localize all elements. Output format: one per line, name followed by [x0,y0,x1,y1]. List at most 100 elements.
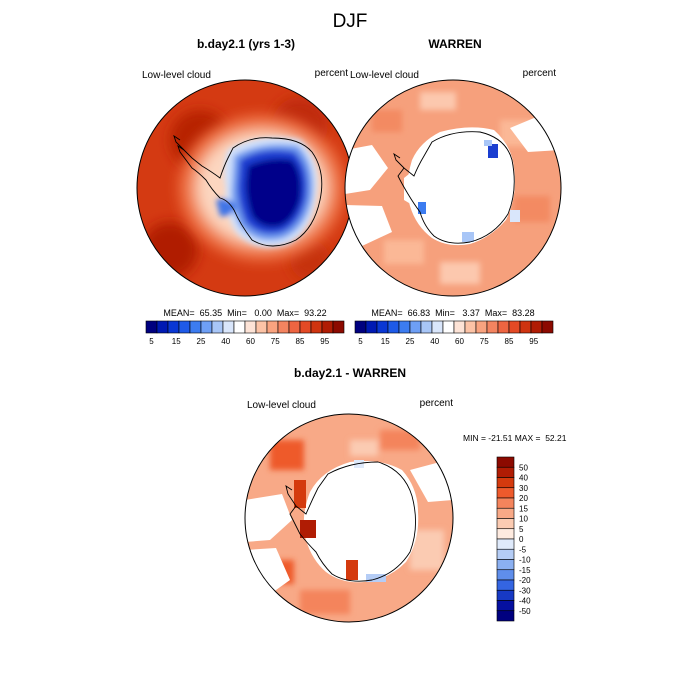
panel-a-colorbar-swatch [310,320,323,334]
panel-a-colorbar-tick-label: 5 [149,337,154,346]
panel-c-colorbar-swatch [496,528,515,540]
panel-c-colorbar-swatch [496,477,515,489]
panel-a-colorbar-swatch [255,320,268,334]
panel-a-colorbar-tick-label: 60 [246,337,255,346]
panel-a-colorbar: 5 15 25 40 60 75 85 95 [145,320,345,346]
panel-a-colorbar-swatch [156,320,169,334]
panel-b-colorbar-tick-label: 5 [358,337,363,346]
panel-c-map-border [244,413,454,623]
panel-a-colorbar-tick-label: 25 [197,337,206,346]
panel-a-colorbar-swatch [167,320,180,334]
panel-c-title: b.day2.1 - WARREN [294,366,406,380]
panel-c-colorbar-tick-label: -40 [519,597,531,606]
panel-b-colorbar-swatch [365,320,378,334]
panel-b-colorbar-swatch [420,320,433,334]
panel-c-colorbar-tick-label: 0 [519,535,524,544]
panel-b-colorbar-swatch [387,320,400,334]
panel-b-colorbar-tick-label: 40 [430,337,439,346]
panel-c-colorbar-tick-label: -10 [519,556,531,565]
panel-c-colorbar-swatch [496,466,515,478]
panel-c-colorbar-swatch [496,497,515,509]
panel-a-colorbar-swatch [200,320,213,334]
panel-b-colorbar-swatch [409,320,422,334]
panel-b-colorbar-swatch [398,320,411,334]
panel-a-map [137,80,353,296]
panel-c-colorbar-swatch [496,456,515,468]
panel-c-colorbar-swatch [496,518,515,530]
panel-a-colorbar-tick-label: 15 [172,337,181,346]
figure-title: DJF [333,11,368,32]
panel-c-colorbar-swatch [496,600,515,612]
panel-a-colorbar-swatch [288,320,301,334]
panel-c-colorbar-swatch [496,569,515,581]
panel-a-colorbar-swatch [222,320,235,334]
panel-a-colorbar-swatch [277,320,290,334]
panel-a-stats: MEAN= 65.35 Min= 0.00 Max= 93.22 [163,308,326,318]
panel-c-colorbar-swatch [496,579,515,591]
panel-a-colorbar-swatch [145,320,158,334]
panel-b-colorbar-tick-label: 60 [455,337,464,346]
panel-b-colorbar-swatch [354,320,367,334]
panel-a-title: b.day2.1 (yrs 1-3) [197,37,295,51]
panel-c-colorbar-tick-label: 30 [519,484,528,493]
panel-c-colorbar-tick-label: 50 [519,463,528,472]
panel-c-colorbar-swatch [496,548,515,560]
panel-a-variable-label: Low-level cloud [142,70,211,81]
panel-a-colorbar-swatch [332,320,345,334]
panel-c-colorbar-tick-label: -20 [519,576,531,585]
panel-a-units-label: percent [315,68,349,79]
panel-c-colorbar-tick-label: -30 [519,586,531,595]
panel-c-colorbar-tick-label: 15 [519,504,528,513]
panel-c-colorbar-tick-label: 40 [519,474,528,483]
panel-b-colorbar-swatch [475,320,488,334]
panel-a-colorbar-swatch [266,320,279,334]
panel-b-variable-label: Low-level cloud [350,70,419,81]
panel-b-colorbar-tick-label: 15 [381,337,390,346]
panel-c-variable-label: Low-level cloud [247,400,316,411]
panel-b-colorbar-swatch [376,320,389,334]
panel-c-map [245,414,453,622]
panel-a-colorbar-tick-label: 40 [221,337,230,346]
panel-b-colorbar-tick-label: 75 [480,337,489,346]
panel-a-colorbar-swatch [178,320,191,334]
panel-b-units-label: percent [523,68,557,79]
panel-b-colorbar-swatch [486,320,499,334]
panel-b-map [345,80,561,296]
panel-a-colorbar-tick-label: 75 [271,337,280,346]
panel-c-colorbar-swatch [496,507,515,519]
panel-b-colorbar-swatch [464,320,477,334]
panel-b-colorbar-tick-label: 95 [529,337,538,346]
panel-c-stats: MIN = -21.51 MAX = 52.21 [463,433,567,443]
panel-b-colorbar-swatch [442,320,455,334]
panel-b-colorbar-swatch [431,320,444,334]
panel-b-colorbar-swatch [453,320,466,334]
panel-b-colorbar-swatch [497,320,510,334]
panel-c-colorbar-tick-label: 20 [519,494,528,503]
panel-a-colorbar-swatch [244,320,257,334]
panel-b-stats: MEAN= 66.83 Min= 3.37 Max= 83.28 [371,308,534,318]
panel-c-colorbar-swatch [496,538,515,550]
panel-b-map-border [344,79,562,297]
panel-b-colorbar-swatch [508,320,521,334]
panel-c-colorbar-swatch [496,487,515,499]
panel-a-colorbar-tick-label: 95 [320,337,329,346]
panel-b-colorbar-swatch [541,320,554,334]
panel-b-colorbar-tick-label: 25 [406,337,415,346]
panel-c-colorbar-tick-label: 5 [519,525,524,534]
panel-a-colorbar-swatch [211,320,224,334]
panel-a-colorbar-swatch [233,320,246,334]
panel-b-colorbar-swatch [519,320,532,334]
panel-c-colorbar-tick-label: 10 [519,515,528,524]
panel-b-colorbar: 5 15 25 40 60 75 85 95 [354,320,554,346]
panel-c-units-label: percent [420,398,454,409]
panel-a-colorbar-swatch [321,320,334,334]
panel-c-colorbar-swatch [496,589,515,601]
panel-b-title: WARREN [428,37,481,51]
panel-c-colorbar-tick-label: -50 [519,607,531,616]
panel-b-colorbar-tick-label: 85 [505,337,514,346]
panel-c-colorbar-swatch [496,559,515,571]
panel-c-colorbar-tick-label: -5 [519,545,527,554]
panel-a-colorbar-swatch [299,320,312,334]
